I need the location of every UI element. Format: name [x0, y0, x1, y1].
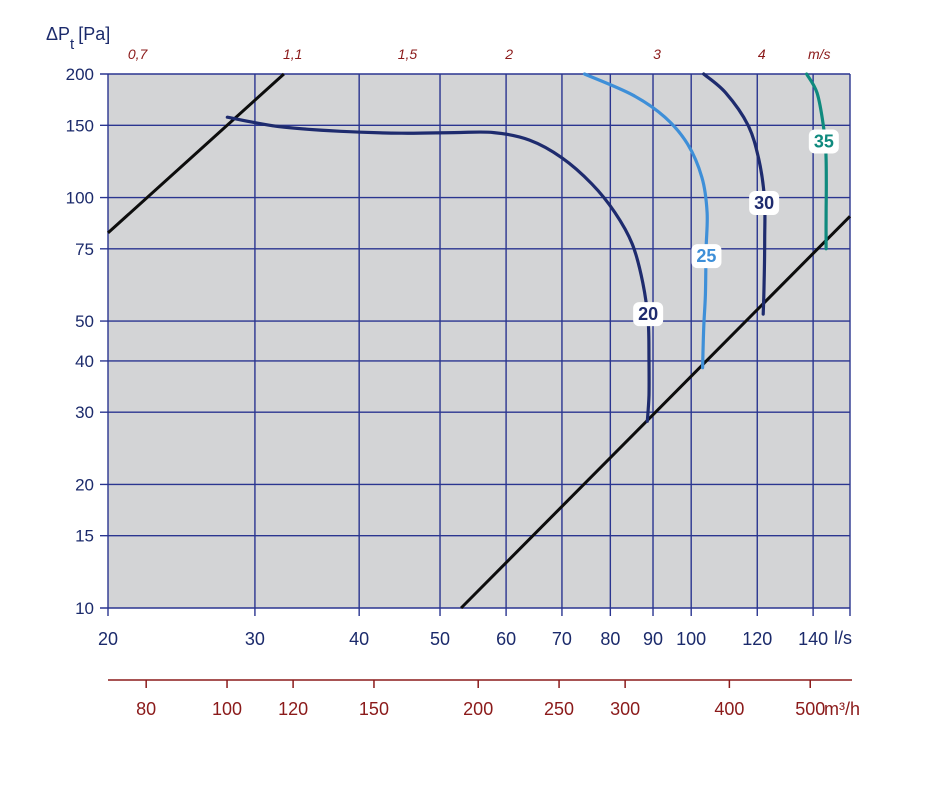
noise-curve-label-bg: [633, 302, 664, 327]
m3h-tick-label: 80: [136, 699, 156, 719]
y-tick-label: 40: [75, 352, 94, 371]
y-tick-label: 15: [75, 527, 94, 546]
velocity-axis-unit: m/s: [808, 46, 831, 62]
y-tick-labels: 10 15 20 30 40 50 75 100 150 200: [66, 65, 94, 618]
m3h-axis-unit: m³/h: [824, 699, 860, 719]
y-tick-label: 150: [66, 116, 94, 135]
m3h-tick-label: 120: [278, 699, 308, 719]
x-tick-label: 30: [245, 629, 265, 649]
x-tick-label: 40: [349, 629, 369, 649]
limit-lines: [106, 72, 852, 610]
noise-curve-label: 35: [814, 131, 834, 151]
m3h-tick-label: 100: [212, 699, 242, 719]
limit-line: [106, 72, 285, 235]
m3h-tick-label: 300: [610, 699, 640, 719]
velocity-tick-label: 4: [758, 46, 766, 62]
noise-curve-labels: 20 25 30 35: [633, 129, 839, 327]
noise-curve-label-bg: [749, 190, 780, 215]
noise-curve-label-bg: [691, 244, 722, 269]
x-tick-label: 20: [98, 629, 118, 649]
m3h-tick-label: 250: [544, 699, 574, 719]
velocity-tick-labels: 0,7 1,1 1,5 2 3 4: [128, 46, 766, 62]
velocity-tick-label: 3: [653, 46, 661, 62]
x-tick-label: 50: [430, 629, 450, 649]
noise-curve: [702, 72, 767, 316]
y-axis-title: ΔPt [Pa]: [46, 24, 110, 53]
velocity-tick-label: 2: [504, 46, 513, 62]
x-tick-label: 80: [600, 629, 620, 649]
m3h-tick-label: 400: [714, 699, 744, 719]
y-tick-label: 75: [75, 240, 94, 259]
plot-area: [108, 74, 850, 608]
noise-curve-label: 25: [696, 246, 716, 266]
noise-curve: [582, 72, 709, 370]
m3h-tick-marks: [145, 680, 811, 688]
m3h-tick-label: 150: [359, 699, 389, 719]
x-tick-label: 60: [496, 629, 516, 649]
velocity-tick-label: 1,1: [283, 46, 302, 62]
x-tick-label: 90: [643, 629, 663, 649]
noise-curve-label: 30: [754, 193, 774, 213]
velocity-tick-label: 1,5: [398, 46, 418, 62]
y-tick-label: 100: [66, 189, 94, 208]
noise-curve-label-bg: [808, 129, 839, 154]
x-tick-label: 120: [742, 629, 772, 649]
x-axis-unit: l/s: [834, 628, 852, 648]
grid: [100, 73, 851, 616]
y-tick-label: 10: [75, 599, 94, 618]
y-tick-label: 20: [75, 475, 94, 494]
y-tick-label: 50: [75, 312, 94, 331]
velocity-tick-label: 0,7: [128, 46, 149, 62]
noise-curve-label: 20: [638, 304, 658, 324]
m3h-tick-labels: 80 100 120 150 200 250 300 400 500: [136, 699, 825, 719]
limit-line: [460, 215, 852, 610]
y-tick-label: 200: [66, 65, 94, 84]
m3h-tick-label: 500: [795, 699, 825, 719]
y-tick-label: 30: [75, 403, 94, 422]
x-tick-labels: 20 30 40 50 60 70 80 90 100 120 140: [98, 629, 828, 649]
m3h-tick-label: 200: [463, 699, 493, 719]
x-tick-label: 100: [676, 629, 706, 649]
x-tick-label: 70: [552, 629, 572, 649]
noise-curve: [225, 115, 651, 423]
x-tick-label: 140: [798, 629, 828, 649]
